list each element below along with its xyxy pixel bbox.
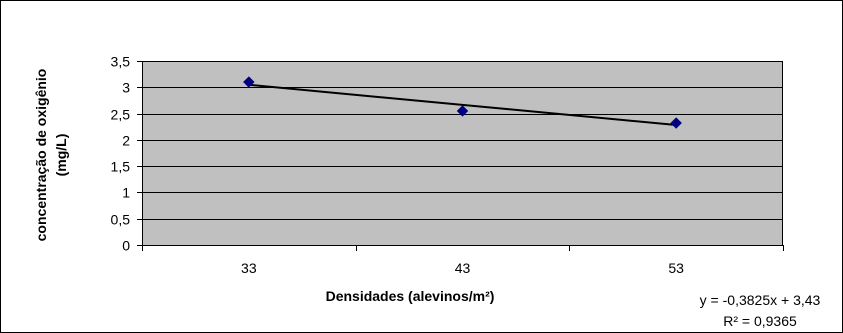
x-tick-label: 43 — [455, 260, 471, 276]
x-tick-label: 53 — [668, 260, 684, 276]
trendline — [248, 83, 677, 127]
y-axis-title-line-1: concentração de oxigênio — [33, 69, 49, 242]
x-axis-title: Densidades (alevinos/m²) — [326, 288, 495, 304]
y-axis-ticks: 0 0,5 1 1,5 2 2,5 3 3,5 — [111, 54, 142, 254]
x-tick-label: 33 — [241, 260, 257, 276]
data-points — [243, 76, 682, 129]
y-tick-label: 3 — [122, 80, 130, 96]
trendline-r-squared: R² = 0,9365 — [723, 313, 797, 329]
y-tick-label: 1,5 — [111, 159, 131, 175]
y-axis-title-line-2: (mg/L) — [53, 134, 69, 177]
trendline-equation: y = -0,3825x + 3,43 — [700, 292, 821, 308]
y-tick-label: 2 — [122, 133, 130, 149]
axes — [142, 61, 783, 246]
data-point — [456, 105, 469, 117]
x-axis-ticks: 33 43 53 — [142, 245, 784, 276]
data-point — [243, 76, 255, 88]
y-tick-label: 0,5 — [111, 212, 131, 228]
y-tick-label: 0 — [122, 238, 130, 254]
y-tick-label: 2,5 — [111, 107, 131, 123]
data-point — [670, 117, 682, 129]
y-tick-label: 1 — [122, 185, 130, 201]
y-tick-label: 3,5 — [111, 54, 131, 70]
plot-area — [142, 61, 783, 245]
